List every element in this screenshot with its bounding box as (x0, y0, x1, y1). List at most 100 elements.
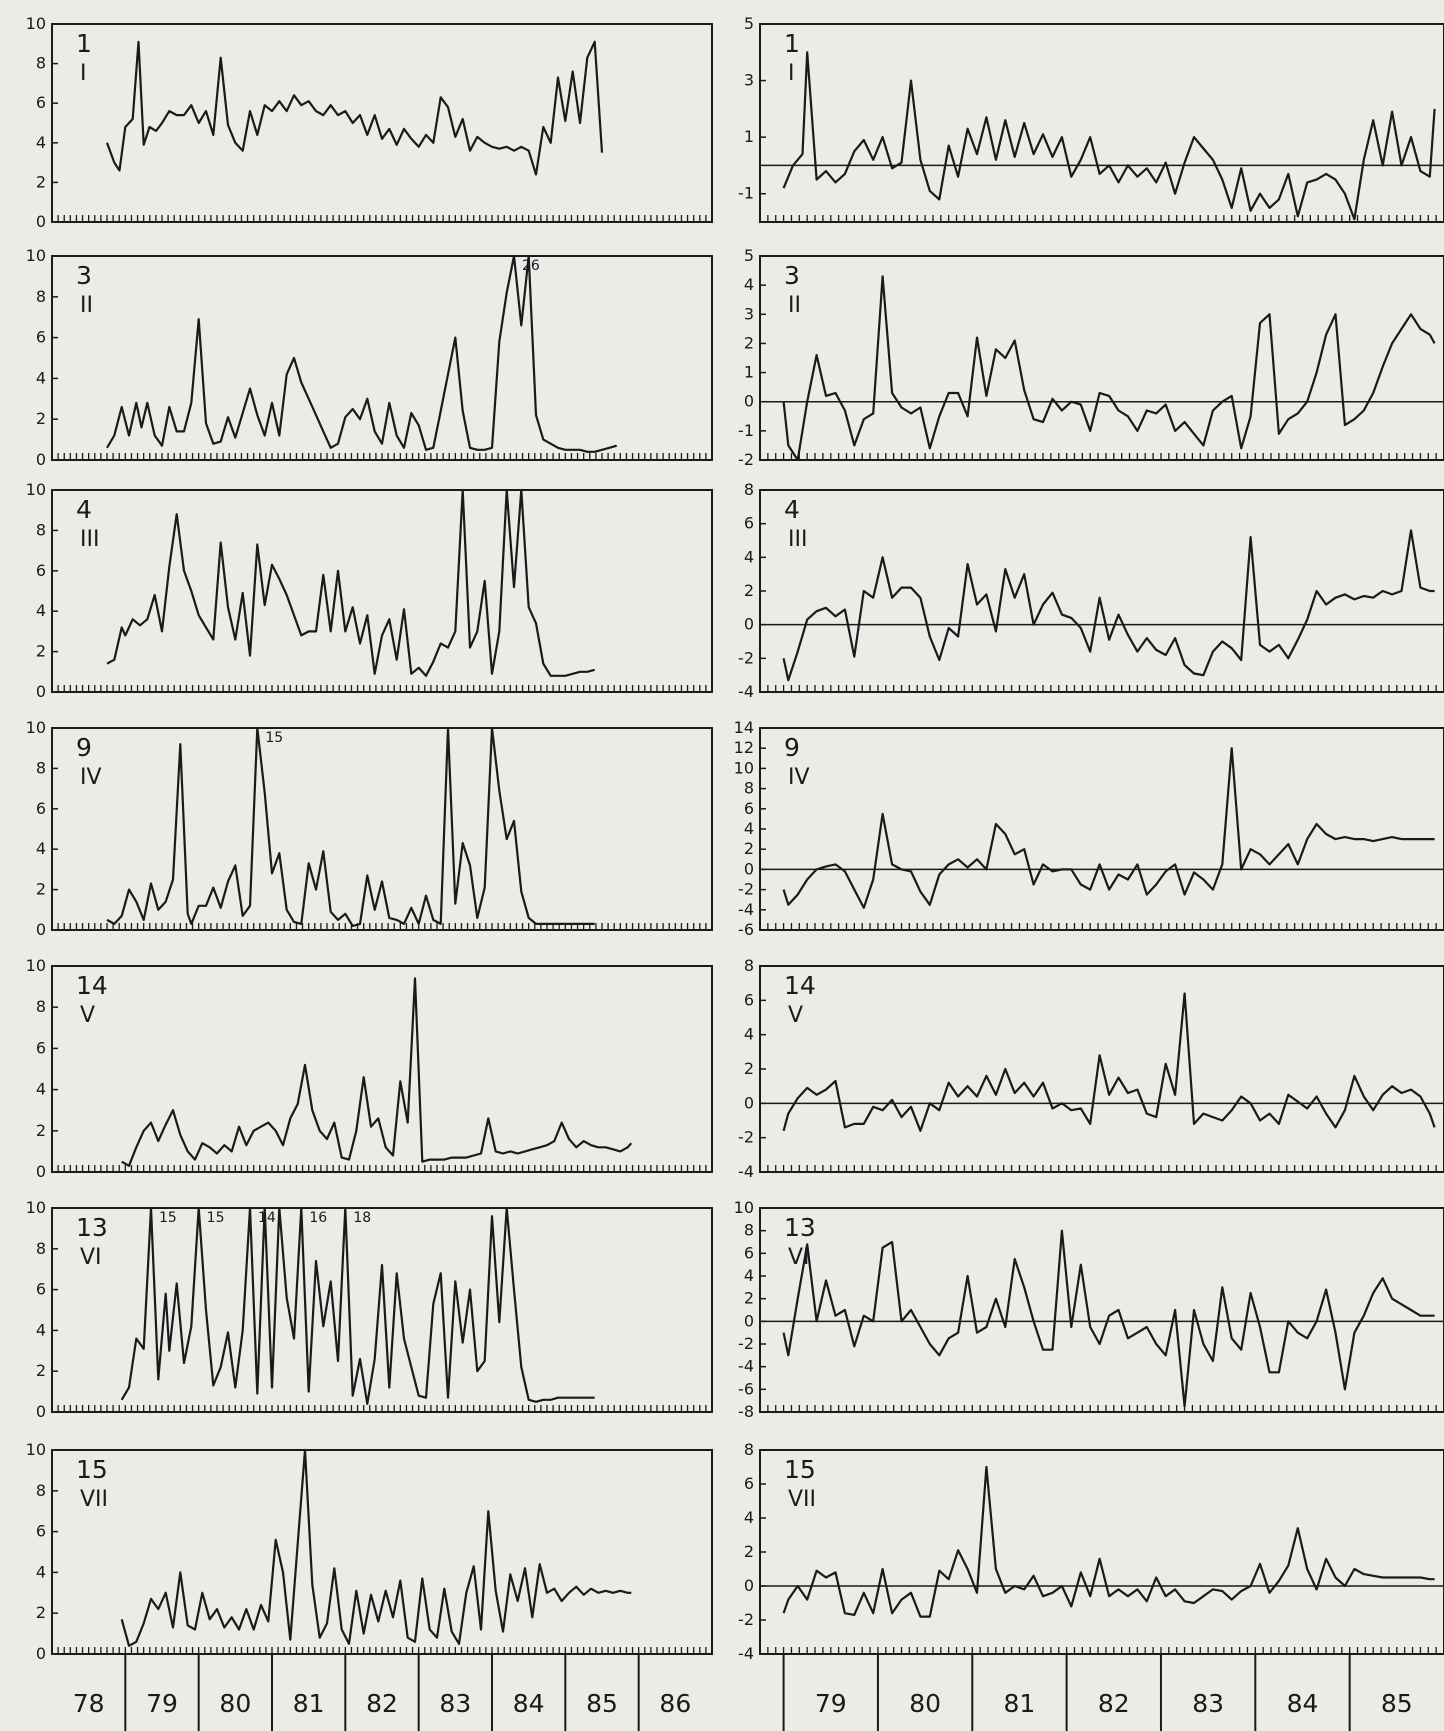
year-label: 83 (1192, 1689, 1224, 1718)
y-tick-label: 2 (744, 333, 754, 352)
chart-right-1: 5 3 1 -1 1 I (738, 14, 1444, 223)
plot-frame (759, 489, 1444, 693)
plot-frame (759, 727, 1444, 931)
chart-right-14: 8 6 4 2 0 -2 -4 14 V (738, 956, 1444, 1181)
panels: 10864201I10864203II2610864204III10864209… (26, 14, 1444, 1663)
y-tick-label: 4 (36, 601, 46, 620)
y-tick-label: 8 (744, 480, 754, 499)
panel-number: 4 (784, 495, 800, 524)
series-line (106, 726, 595, 928)
y-tick-label: 0 (36, 450, 46, 469)
panel-roman-numeral: VII (80, 1487, 108, 1512)
plot-frame (51, 965, 713, 1173)
y-tick-label: 6 (744, 990, 754, 1009)
offscale-label: 18 (353, 1210, 371, 1226)
series-line (782, 1229, 1435, 1408)
year-axis-left: 78 79 80 81 82 83 84 85 86 (52, 1653, 712, 1731)
y-tick-label: 0 (744, 859, 754, 878)
panel-number: 3 (76, 261, 92, 290)
y-tick-label: -2 (738, 1610, 754, 1629)
chart-left-1: 10 8 6 4 2 0 1 I (26, 14, 713, 231)
year-label: 84 (513, 1689, 545, 1718)
y-tick-label: 12 (734, 738, 754, 757)
y-tick-label: 10 (26, 956, 46, 975)
y-tick-label: 0 (744, 392, 754, 411)
offscale-label: 26 (522, 258, 540, 274)
y-tick-label: 0 (36, 920, 46, 939)
y-tick-label: 14 (734, 718, 754, 737)
y-tick-label: 6 (36, 799, 46, 818)
year-label: 85 (1381, 1689, 1413, 1718)
plot-frame (51, 23, 713, 223)
panel-number: 15 (76, 1455, 108, 1484)
y-tick-label: 1 (744, 363, 754, 382)
y-tick-label: 4 (36, 839, 46, 858)
y-tick-label: -8 (738, 1402, 754, 1421)
offscale-label: 15 (159, 1210, 177, 1226)
y-tick-label: 8 (36, 758, 46, 777)
y-tick-label: 4 (36, 1562, 46, 1581)
y-tick-label: 10 (26, 718, 46, 737)
panel-number: 15 (784, 1455, 816, 1484)
offscale-label: 15 (265, 730, 283, 746)
y-tick-label: 8 (36, 1239, 46, 1258)
y-tick-label: 2 (744, 839, 754, 858)
year-label: 81 (293, 1689, 325, 1718)
y-tick-label: -1 (738, 421, 754, 440)
y-tick-label: -4 (738, 900, 754, 919)
y-tick-label: 10 (26, 14, 46, 33)
y-tick-label: 0 (744, 1576, 754, 1595)
y-tick-label: 10 (26, 1440, 46, 1459)
year-label: 80 (909, 1689, 941, 1718)
y-tick-label: 2 (36, 409, 46, 428)
panel-number: 3 (784, 261, 800, 290)
y-tick-label: 5 (744, 14, 754, 33)
panel-roman-numeral: V (80, 1003, 95, 1028)
series-line (105, 40, 604, 176)
y-tick-label: 10 (734, 1198, 754, 1217)
panel-number: 9 (784, 733, 800, 762)
y-tick-label: 0 (744, 1311, 754, 1330)
y-tick-label: 8 (36, 1481, 46, 1500)
plot-frame (51, 727, 713, 931)
y-tick-label: 10 (734, 758, 754, 777)
y-tick-label: -6 (738, 920, 754, 939)
panel-number: 1 (76, 29, 92, 58)
chart-left-15: 10 8 6 4 2 0 15 VII (26, 1440, 713, 1663)
plot-frame (51, 489, 713, 693)
series-line (782, 529, 1435, 682)
panel-number: 13 (784, 1213, 816, 1242)
series-line (782, 992, 1436, 1132)
y-tick-label: 3 (744, 71, 754, 90)
y-tick-label: 6 (36, 328, 46, 347)
panel-roman-numeral: II (788, 293, 801, 318)
plot-frame (51, 1449, 713, 1655)
series-line (782, 747, 1435, 909)
y-tick-label: 4 (36, 133, 46, 152)
y-tick-label: 6 (36, 1522, 46, 1541)
year-label: 81 (1004, 1689, 1036, 1718)
y-tick-label: 6 (36, 1280, 46, 1299)
y-tick-label: -4 (738, 1357, 754, 1376)
series-line (106, 254, 618, 453)
y-tick-label: 2 (744, 581, 754, 600)
y-tick-label: 4 (36, 368, 46, 387)
y-tick-label: 8 (744, 1440, 754, 1459)
chart-left-3: 10 8 6 4 2 0 3 II 26 (26, 246, 713, 469)
y-tick-label: 0 (36, 212, 46, 231)
year-label: 84 (1287, 1689, 1319, 1718)
panel-roman-numeral: VI (80, 1245, 102, 1270)
y-tick-label: 3 (744, 304, 754, 323)
year-label: 78 (73, 1689, 105, 1718)
y-tick-label: -2 (738, 880, 754, 899)
y-tick-label: 8 (36, 54, 46, 73)
y-tick-label: 4 (744, 819, 754, 838)
y-tick-label: -2 (738, 648, 754, 667)
y-tick-label: -2 (738, 1334, 754, 1353)
chart-left-9: 10 8 6 4 2 0 9 IV 15 (26, 718, 713, 939)
y-tick-label: 0 (36, 682, 46, 701)
y-tick-label: 4 (36, 1080, 46, 1099)
y-tick-label: 2 (36, 880, 46, 899)
series-line (120, 1448, 632, 1647)
